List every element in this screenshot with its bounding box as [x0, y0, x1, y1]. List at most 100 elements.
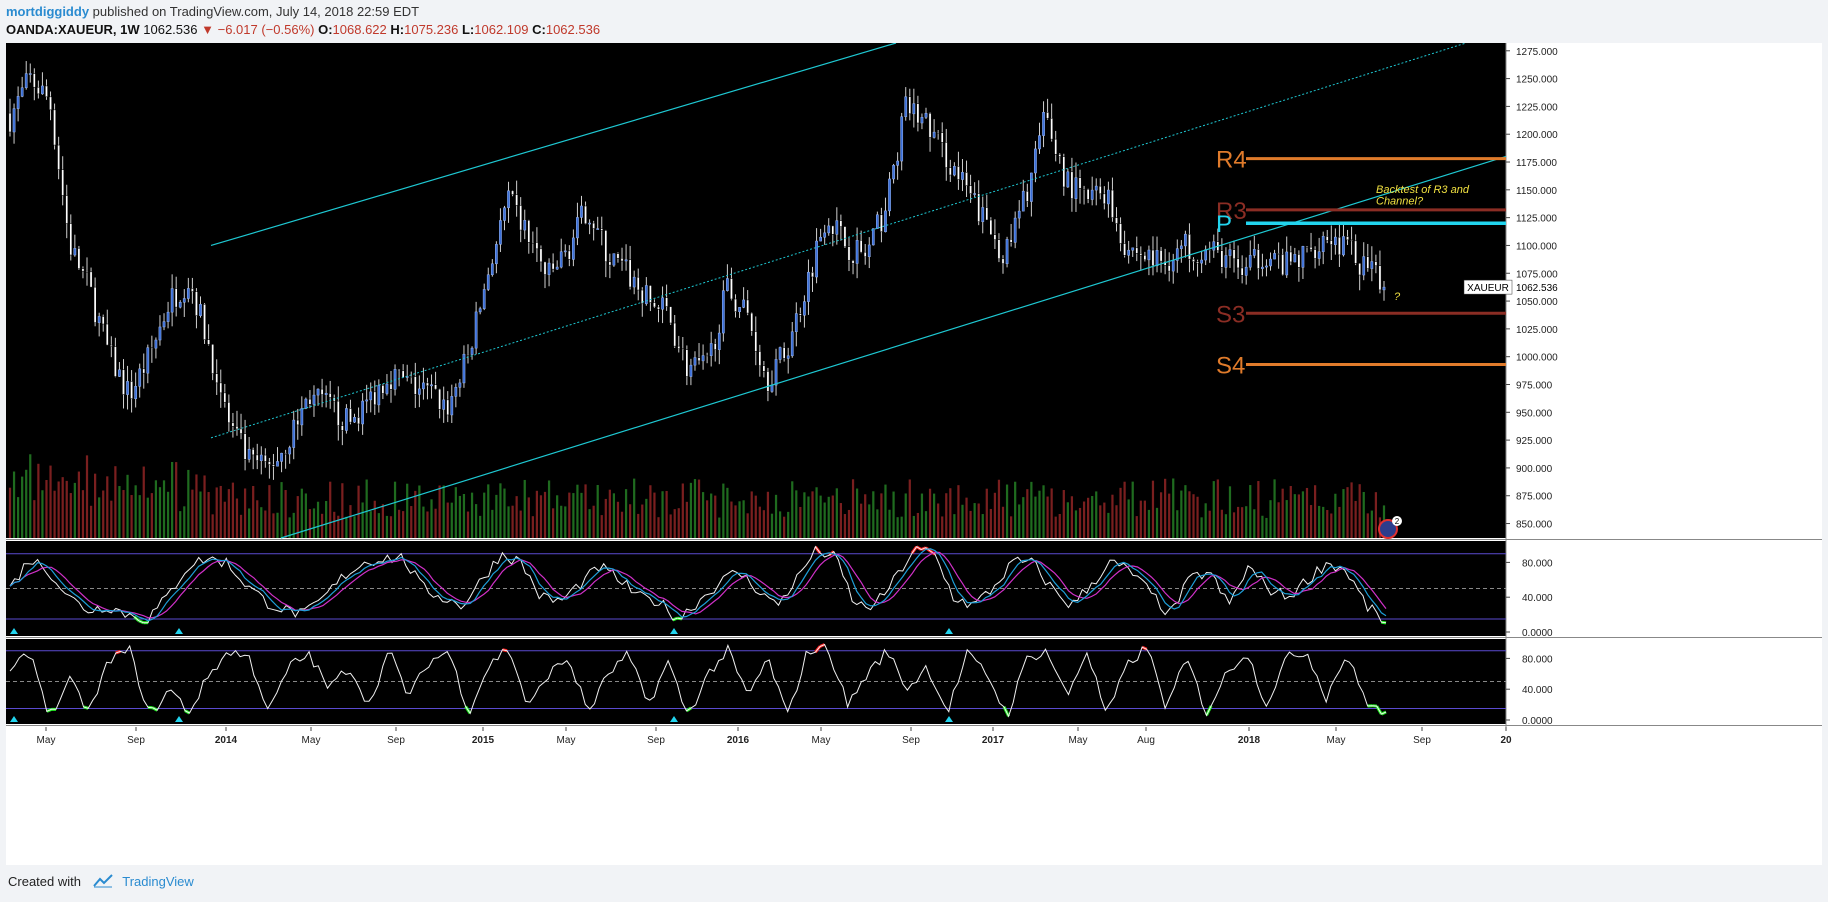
volume-bar: [1232, 512, 1236, 538]
candle: [81, 268, 85, 272]
candle: [1115, 217, 1118, 224]
volume-bar: [158, 487, 162, 538]
volume-bar: [1018, 504, 1021, 538]
candle: [1333, 236, 1337, 246]
volume-bar: [1030, 481, 1033, 538]
candle: [957, 166, 960, 180]
stoch-fast-group: 80.000 40.000 0.0000: [6, 545, 1553, 639]
candle: [118, 369, 121, 377]
candle: [794, 313, 798, 333]
candle: [393, 369, 397, 390]
candle: [928, 112, 932, 138]
volume-bar: [1249, 485, 1252, 538]
volume-bar: [1034, 496, 1037, 538]
candle: [409, 376, 413, 378]
volume-bar: [904, 493, 907, 538]
time-tick-label: 2015: [472, 735, 495, 746]
volume-bar: [835, 488, 838, 538]
pivot-label-p: P: [1216, 211, 1232, 238]
candle: [1038, 135, 1041, 150]
volume-bar: [1164, 478, 1167, 538]
volume-bar: [884, 484, 887, 538]
candle: [1309, 246, 1313, 250]
volume-bar: [953, 514, 956, 538]
candle: [426, 382, 429, 387]
volume-bar: [770, 513, 774, 538]
chart-area[interactable]: R4 R3 P S3 S4 Backtest of R3 and Channel?? 2 127…: [6, 42, 1822, 865]
volume-bar: [256, 500, 259, 538]
candle: [105, 323, 109, 346]
candle: [227, 401, 231, 424]
volume-bar: [320, 513, 324, 538]
candle: [778, 347, 782, 360]
volume-bar: [900, 516, 903, 538]
candle: [365, 399, 369, 402]
candle: [1208, 249, 1212, 251]
candle: [450, 396, 454, 416]
volume-bar: [12, 471, 16, 538]
volume-bar: [722, 483, 725, 538]
volume-bar: [608, 489, 611, 538]
time-tick-label: 2018: [1238, 735, 1261, 746]
volume-bar: [742, 500, 745, 538]
price-tick-label: 1175.000: [1516, 158, 1557, 169]
volume-bar: [560, 505, 563, 538]
volume-bar: [1346, 487, 1349, 538]
tradingview-brand-link[interactable]: TradingView: [122, 874, 194, 889]
volume-bar: [1277, 502, 1280, 538]
candle: [1224, 255, 1228, 268]
stoch-fast-signal-line: [9, 548, 1387, 622]
volume-bar: [410, 506, 413, 538]
volume-bar: [519, 510, 522, 538]
volume-bar: [1184, 485, 1187, 538]
candle: [73, 248, 77, 256]
candle: [527, 220, 531, 243]
volume-bar: [61, 477, 64, 538]
volume-bar: [223, 501, 226, 538]
volume-bar: [187, 469, 190, 538]
volume-bar: [122, 490, 125, 538]
last-price: 1062.536: [143, 22, 198, 37]
volume-bar: [932, 493, 936, 538]
candle: [640, 289, 644, 304]
volume-bar: [604, 498, 607, 538]
candle: [588, 222, 591, 225]
candle: [1204, 249, 1208, 261]
candle: [24, 73, 28, 88]
candle: [154, 339, 158, 349]
volume-bar: [25, 469, 28, 538]
candle: [1329, 240, 1333, 246]
candle: [746, 299, 750, 314]
volume-bar: [1301, 491, 1305, 538]
candle: [1025, 190, 1029, 202]
volume-bar: [89, 505, 93, 538]
volume-bar: [1139, 500, 1142, 538]
candle: [584, 205, 587, 225]
volume-bar: [98, 497, 101, 538]
volume-bar: [458, 495, 462, 538]
volume-bar: [45, 479, 48, 538]
candle: [466, 353, 470, 356]
close-value: 1062.536: [545, 22, 601, 37]
candle: [932, 131, 936, 138]
volume-bar: [714, 495, 717, 538]
author-link[interactable]: mortdiggiddy: [6, 4, 90, 19]
candle: [965, 172, 968, 186]
candle: [276, 461, 279, 467]
volume-bar: [730, 501, 733, 538]
volume-bar: [1127, 499, 1130, 538]
volume-bar: [1103, 502, 1106, 538]
volume-bar: [1322, 506, 1325, 538]
candle: [823, 232, 827, 238]
candle: [288, 447, 292, 455]
volume-bar: [1293, 494, 1296, 538]
candle: [146, 347, 150, 374]
candle: [495, 244, 498, 265]
volume-bar: [1010, 516, 1013, 538]
volume-bar: [758, 506, 761, 538]
volume-bar: [693, 479, 697, 538]
candle: [981, 207, 985, 223]
annotation-backtest: Backtest of R3 and: [1376, 184, 1470, 196]
candle: [859, 240, 863, 253]
